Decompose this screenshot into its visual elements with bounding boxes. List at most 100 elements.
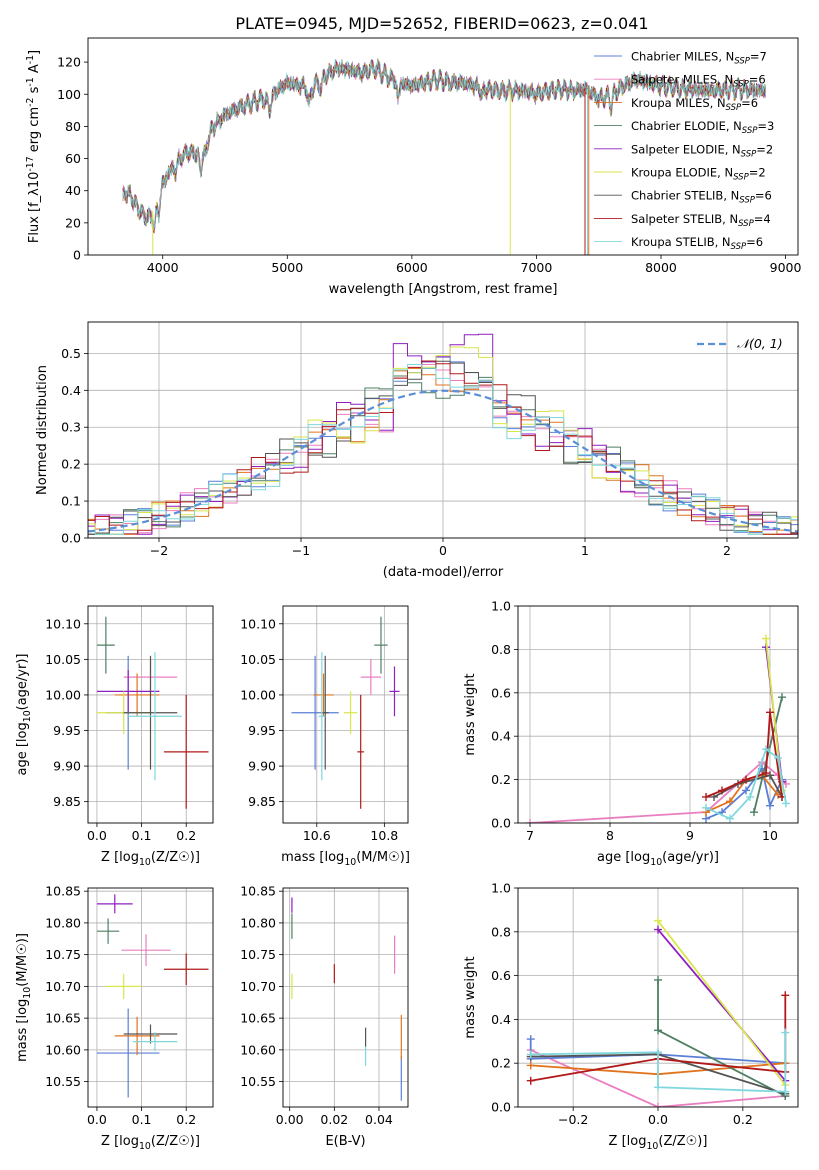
errorbar-point (132, 1032, 178, 1052)
weight-point-marker (766, 801, 774, 810)
errorbar-point (121, 934, 171, 967)
weight-point-marker (654, 1083, 662, 1092)
weight-point-marker (526, 1076, 535, 1085)
x-tick-label: 0.2 (176, 1112, 196, 1127)
y-tick-label: 20 (65, 215, 81, 230)
y-tick-label: 60 (65, 151, 81, 166)
errorbar-point (114, 1016, 160, 1055)
y-tick-label: 9.85 (53, 794, 81, 809)
y-tick-label: 9.90 (53, 759, 81, 774)
weight-point-marker (654, 975, 662, 984)
weight-point-marker (766, 708, 774, 717)
label-part: 10 (139, 857, 151, 868)
weight-line-salpeter-elodie (657, 929, 786, 1082)
y-tick-label: 10.70 (45, 979, 81, 994)
x-axis-label: Z [log10(Z/Z☉)] (101, 850, 200, 868)
label-part: mass weight (463, 956, 478, 1038)
weight-point-marker (774, 753, 782, 762)
axes-frame (87, 605, 214, 824)
weight-point-marker (762, 745, 770, 754)
y-tick-label: 0.2 (491, 1056, 511, 1071)
errorbar-point (357, 694, 365, 809)
axes-frame (282, 605, 409, 824)
x-axis-label: (data-model)/error (383, 565, 504, 580)
y-tick-label: 10.60 (45, 1042, 81, 1057)
weight-point-marker (526, 1035, 535, 1044)
y-tick-label: 0.0 (61, 531, 81, 546)
y-tick-label: 100 (57, 87, 81, 102)
y-tick-label: 9.90 (248, 759, 276, 774)
legend-label: 𝒩(0, 1) (737, 336, 783, 351)
weight-point-marker (654, 1048, 662, 1057)
legend-subscript: SSP (733, 80, 749, 90)
legend-label: Kroupa MILES, NSSP=6 (631, 96, 758, 113)
errorbar-point (96, 894, 133, 914)
x-tick-label: 0.0 (648, 1112, 668, 1127)
legend-model: Kroupa ELODIE, N (631, 166, 733, 180)
x-tick-label: 0.2 (733, 1112, 753, 1127)
weight-point-marker (781, 1087, 790, 1096)
legend-count: =2 (749, 166, 766, 180)
x-tick-label: 10.8 (370, 828, 398, 843)
weight-line-kroupa-stelib (705, 747, 787, 820)
y-tick-label: 10.75 (240, 947, 276, 962)
label-part: erg cm (27, 107, 42, 156)
y-tick-label: 0.4 (491, 1012, 511, 1027)
label-part: age [log (15, 722, 30, 775)
errorbar-point (123, 1024, 178, 1044)
errorbar-point (163, 953, 209, 986)
legend-label: Salpeter ELODIE, NSSP=2 (631, 142, 773, 159)
weight-point-marker (526, 1061, 535, 1070)
label-part: age [log (597, 850, 650, 865)
y-tick-label: 10.55 (45, 1074, 81, 1089)
x-axis-label: Z [log10(Z/Z☉)] (609, 1134, 708, 1152)
label-part: 10 (22, 987, 33, 999)
label-part: (Z/Z☉)] (151, 850, 200, 865)
y-tick-label: 0.2 (61, 457, 81, 472)
weight-point-marker (750, 808, 758, 817)
x-tick-label: 8 (606, 828, 614, 843)
x-axis-label: E(B-V) (325, 1134, 365, 1149)
label-part: mass weight (463, 673, 478, 755)
legend-subscript: SSP (738, 219, 754, 229)
histogram-kroupa-miles (88, 367, 798, 535)
histogram-kroupa-stelib (88, 364, 798, 535)
axes-frame (517, 605, 799, 824)
x-tick-label: 8000 (645, 260, 677, 275)
y-axis-label: age [log10(age/yr)] (15, 654, 33, 776)
legend-count: =3 (757, 119, 774, 133)
axes-frame (517, 887, 799, 1108)
y-axis-label: mass weight (463, 673, 478, 755)
weight-point-marker (654, 1026, 662, 1035)
errorbar-point (96, 616, 115, 674)
y-tick-label: 10.85 (45, 884, 81, 899)
legend-subscript: SSP (731, 242, 747, 252)
errorbar-point (96, 918, 120, 944)
y-tick-label: 40 (65, 183, 81, 198)
weight-point-marker (762, 769, 770, 778)
y-tick-label: 10.05 (240, 652, 276, 667)
legend-model: Chabrier ELODIE, N (631, 119, 742, 133)
panel-z-age: 0.0 0.1 0.2 9.85 9.90 9.95 10.00 10.05 10.10 Z [l… (15, 605, 214, 868)
y-axis-label: mass [log10(M/M☉)] (15, 933, 33, 1062)
x-tick-label: −0.2 (558, 1112, 588, 1127)
legend-count: =6 (749, 73, 766, 87)
weight-point-marker (742, 775, 750, 784)
panel-ebv-mass: 0.00 0.02 0.04 10.55 10.60 10.65 10.70 10.75 10.… (240, 884, 409, 1149)
x-tick-label: −1 (292, 543, 310, 558)
y-tick-label: 10.55 (240, 1074, 276, 1089)
weight-point-marker (654, 925, 662, 934)
errorbar-point (374, 616, 388, 674)
legend-label: Salpeter STELIB, NSSP=4 (631, 212, 771, 229)
x-tick-label: 10.6 (303, 828, 331, 843)
weight-point-marker (726, 797, 734, 806)
errorbar-point (318, 652, 326, 781)
x-tick-label: −2 (150, 543, 168, 558)
y-tick-label: 10.00 (45, 687, 81, 702)
x-tick-label: 10 (762, 828, 778, 843)
panel-spectrum: 4000 5000 6000 7000 8000 9000 0 20 40 60 80 100 120 w… (25, 37, 801, 297)
y-tick-label: 10.05 (45, 652, 81, 667)
label-part: -17 (25, 156, 36, 171)
weight-line-salpeter-miles (529, 761, 787, 823)
